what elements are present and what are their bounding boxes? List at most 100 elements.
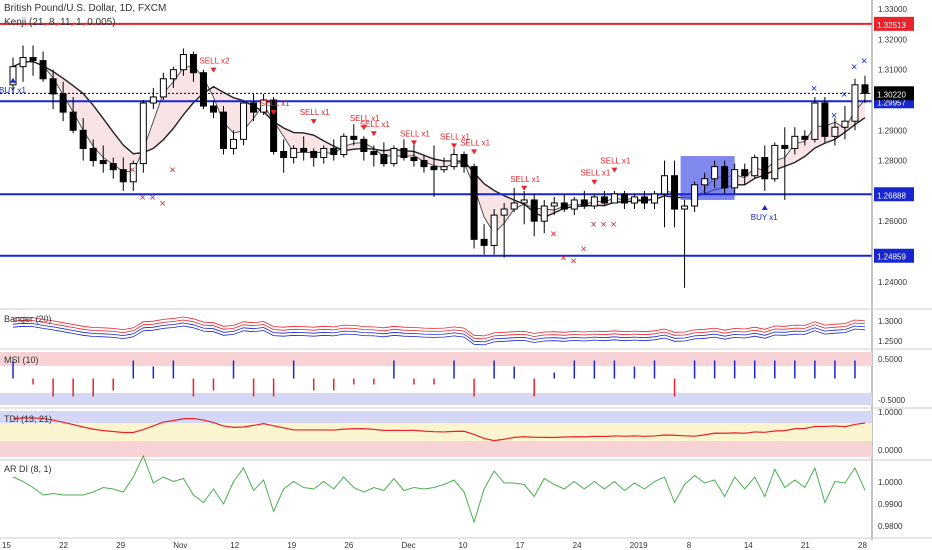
candle-body — [441, 167, 447, 170]
pane-label-msi: MSI (10) — [4, 355, 39, 365]
candle-body — [221, 112, 227, 148]
pane-tick-label: 0.5000 — [878, 355, 903, 364]
cross-marker-icon: × — [841, 89, 847, 101]
candle[interactable] — [341, 133, 347, 157]
candle[interactable] — [391, 145, 397, 166]
candle-body — [521, 200, 527, 203]
signal-label: SELL x2 — [199, 57, 229, 66]
pane-tick-label: 0.9900 — [878, 500, 903, 509]
candle-body — [862, 85, 868, 93]
candle[interactable] — [772, 142, 778, 181]
candle-body — [251, 103, 257, 112]
candle[interactable] — [241, 100, 247, 145]
candle-body — [431, 167, 437, 170]
price-axis[interactable]: 1.32513 1.29957 1.26888 1.24859 1.30220 1.330… — [872, 0, 914, 540]
candle-body — [471, 167, 477, 240]
candle[interactable] — [752, 155, 758, 179]
candle-body — [341, 136, 347, 154]
candle[interactable] — [200, 70, 206, 109]
candle-body — [591, 197, 597, 206]
candle-body — [762, 158, 768, 179]
candle-body — [631, 197, 637, 203]
pane-tick-label: 0.0000 — [878, 446, 903, 455]
time-tick-label: Nov — [173, 541, 187, 550]
cross-marker-icon: × — [811, 83, 817, 95]
time-tick-label: 29 — [116, 541, 125, 550]
price-tick-label: 1.33000 — [878, 5, 907, 14]
candle[interactable] — [812, 97, 818, 142]
candle-body — [210, 106, 216, 112]
candle-body — [30, 58, 36, 61]
candle[interactable] — [140, 100, 146, 173]
candle-body — [351, 136, 357, 139]
cross-marker-icon: × — [570, 256, 576, 268]
candle-body — [190, 55, 196, 73]
candle-body — [621, 194, 627, 203]
msi-lower-zone — [0, 393, 872, 405]
level-tag-label: 1.26888 — [877, 191, 906, 200]
current-tag-label: 1.30220 — [877, 90, 906, 99]
candle-body — [692, 185, 698, 206]
candle-body — [361, 139, 367, 151]
pane-tick-label: 1.0000 — [878, 408, 903, 417]
candle-body — [421, 161, 427, 167]
candle-body — [321, 148, 327, 157]
signal-label: SELL x1 — [460, 138, 490, 147]
candle-body — [90, 148, 96, 160]
candle-body — [301, 148, 307, 151]
candle-body — [662, 176, 668, 194]
candle-body — [371, 151, 377, 154]
cross-marker-icon: × — [550, 228, 556, 240]
candle-body — [411, 158, 417, 161]
candle-body — [511, 203, 517, 209]
cross-marker-icon: × — [129, 165, 135, 177]
pane-tick-label: 1.0000 — [878, 478, 903, 487]
candle-body — [200, 73, 206, 106]
signal-label: SELL x1 — [300, 108, 330, 117]
time-tick-label: 26 — [344, 541, 353, 550]
candle[interactable] — [221, 106, 227, 154]
candle-body — [180, 55, 186, 70]
price-tick-label: 1.24000 — [878, 278, 907, 287]
candle-body — [702, 179, 708, 185]
level-price-tag: 1.32513 — [874, 17, 914, 31]
candle-body — [581, 200, 587, 206]
price-tick-label: 1.28000 — [878, 157, 907, 166]
cross-marker-icon: × — [861, 56, 867, 68]
candle-body — [571, 200, 577, 209]
pane-label-banger: Banger (20) — [4, 314, 52, 324]
time-tick-label: 17 — [516, 541, 525, 550]
signal-label: SELL x1 — [260, 99, 290, 108]
candle-body — [401, 148, 407, 157]
candle-body — [100, 161, 106, 164]
pane-label-tdi: TDI (13, 21) — [4, 414, 52, 424]
time-tick-label: 2019 — [630, 541, 648, 550]
candle-body — [50, 79, 56, 94]
candle-body — [541, 206, 547, 221]
candle-body — [812, 103, 818, 139]
signal-label: SELL x1 — [510, 175, 540, 184]
candle-body — [281, 151, 287, 157]
time-tick-label: 15 — [2, 541, 11, 550]
candle[interactable] — [822, 97, 828, 142]
time-tick-label: 24 — [573, 541, 582, 550]
time-tick-label: 8 — [687, 541, 692, 550]
price-tick-label: 1.26000 — [878, 217, 907, 226]
candle-body — [381, 155, 387, 164]
msi-upper-zone — [0, 352, 872, 366]
candle-body — [501, 209, 507, 215]
candle-body — [170, 70, 176, 79]
candle-body — [311, 151, 317, 157]
tdi-lower-zone — [0, 441, 872, 457]
price-tick-label: 1.29000 — [878, 126, 907, 135]
cross-marker-icon: × — [600, 219, 606, 231]
candle-body — [531, 200, 537, 221]
candle-body — [20, 58, 26, 67]
candle-body — [461, 155, 467, 167]
candle-body — [451, 155, 457, 167]
candle-body — [110, 164, 116, 170]
candle[interactable] — [471, 164, 477, 249]
candle-body — [291, 148, 297, 157]
